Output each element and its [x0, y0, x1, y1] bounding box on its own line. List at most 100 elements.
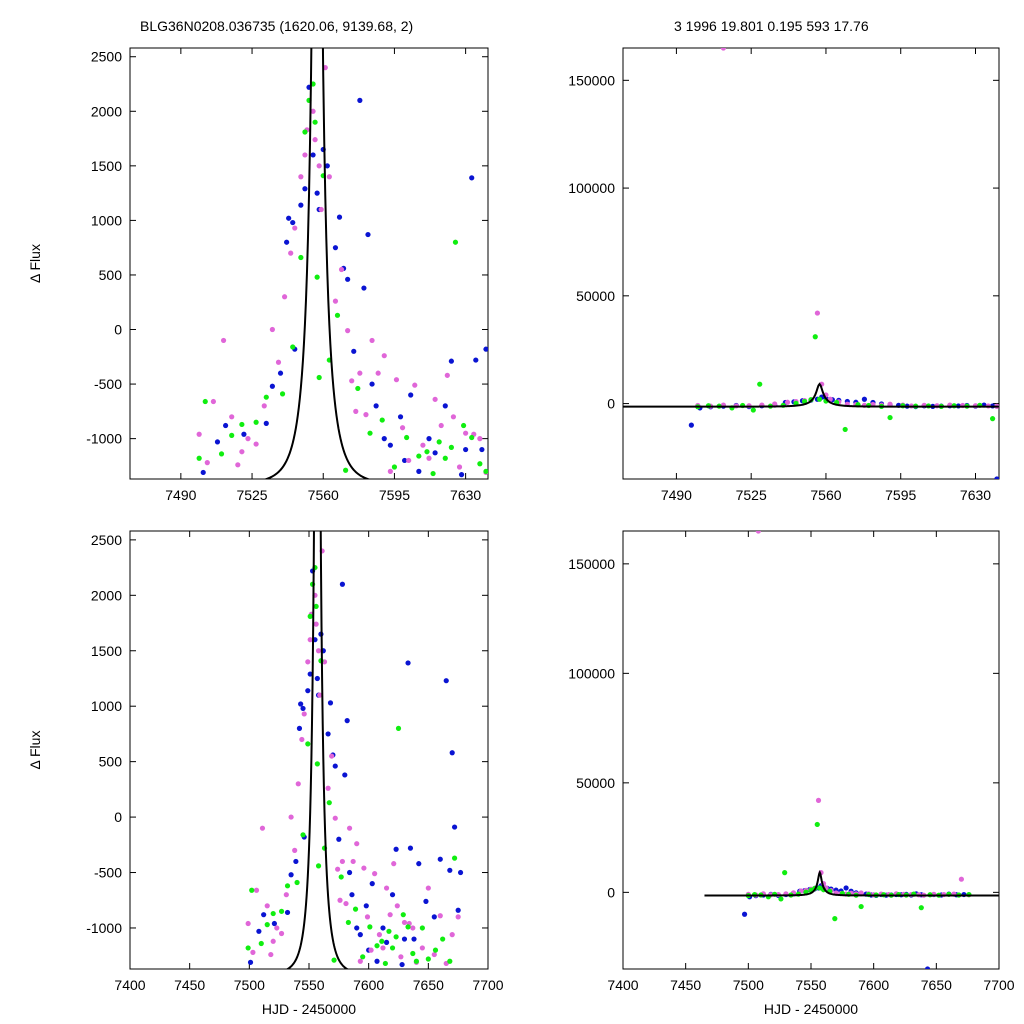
data-point-green: [316, 374, 322, 381]
data-point-blue: [327, 700, 334, 706]
data-point-blue: [261, 912, 267, 918]
data-point-magenta: [345, 328, 351, 334]
data-point-green: [451, 855, 458, 861]
data-point-blue: [345, 276, 351, 282]
data-point-green: [263, 394, 269, 400]
chart-top-left-xtick-label: 7630: [450, 487, 481, 503]
data-point-green: [778, 896, 784, 902]
data-point-magenta: [288, 250, 294, 256]
data-point-green: [331, 957, 337, 963]
data-point-green: [460, 422, 467, 429]
data-point-green: [326, 800, 332, 806]
data-point-blue: [277, 370, 284, 376]
chart-top-right-xtick-label: 7525: [736, 487, 767, 503]
data-point-green: [400, 912, 406, 918]
data-point-magenta: [349, 378, 355, 384]
data-point-blue: [332, 763, 338, 769]
data-point-green: [284, 883, 291, 889]
data-point-magenta: [380, 945, 386, 951]
data-point-green: [425, 956, 431, 962]
data-point-magenta: [318, 206, 324, 213]
data-point-green: [989, 416, 996, 422]
data-point-green: [430, 470, 436, 477]
chart-bottom-right-ytick-label: 150000: [568, 556, 615, 572]
data-point-green: [801, 398, 808, 405]
chart-bottom-right-xtick-label: 7400: [607, 977, 638, 993]
data-point-blue: [223, 422, 229, 429]
data-point-blue: [269, 383, 275, 389]
data-point-magenta: [361, 865, 367, 871]
data-point-blue: [457, 869, 464, 876]
data-point-green: [812, 334, 818, 340]
data-point-blue: [302, 186, 308, 192]
data-point-magenta: [858, 890, 864, 896]
chart-bottom-right-ytick-label: 50000: [576, 775, 615, 791]
data-point-blue: [263, 420, 269, 426]
data-point-magenta: [419, 945, 425, 951]
data-point-green: [245, 945, 251, 951]
data-point-green: [345, 919, 351, 926]
data-point-blue: [351, 348, 357, 354]
data-point-magenta: [755, 531, 761, 534]
data-point-magenta: [339, 858, 346, 865]
data-point-blue: [402, 457, 408, 464]
data-point-magenta: [210, 398, 216, 405]
data-point-green: [300, 832, 306, 838]
data-point-magenta: [220, 337, 227, 344]
data-point-blue: [473, 357, 479, 363]
data-point-green: [395, 725, 402, 731]
data-point-blue: [346, 869, 353, 876]
data-point-green: [404, 434, 410, 441]
chart-top-left-ytick-label: 500: [99, 267, 123, 283]
data-point-magenta: [264, 903, 270, 909]
data-point-magenta: [444, 372, 450, 378]
chart-bottom-left-xtick-label: 7600: [353, 977, 384, 993]
data-point-blue: [437, 856, 443, 862]
data-point-blue: [298, 202, 304, 208]
chart-bottom-left: 7400 7450 7500 7550 7600 7650 7700 2500 2000 1500…: [27, 530, 504, 1017]
chart-bottom-left-ylabel: Δ Flux: [27, 731, 43, 770]
data-point-green: [307, 613, 313, 619]
data-point-blue: [451, 824, 458, 830]
data-point-blue: [383, 939, 390, 945]
chart-top-left-xtick-label: 7525: [236, 487, 267, 503]
data-point-magenta: [815, 797, 822, 803]
chart-bottom-left-xtick-label: 7650: [413, 977, 444, 993]
data-point-blue: [741, 911, 748, 917]
chart-top-left-frame: [129, 47, 489, 480]
chart-top-right-frame: [622, 47, 1000, 480]
data-point-magenta: [259, 825, 266, 831]
data-point-green: [343, 467, 349, 473]
data-point-green: [448, 444, 454, 450]
data-point-green: [218, 451, 225, 457]
data-point-green: [367, 430, 373, 436]
chart-top-right-xtick-label: 7595: [885, 487, 916, 503]
chart-bottom-left-points: [245, 548, 464, 968]
data-point-green: [313, 603, 319, 610]
chart-top-left-ytick-label: 1500: [91, 158, 122, 174]
chart-top-right-xtick-label: 7560: [810, 487, 841, 503]
data-point-magenta: [383, 885, 390, 891]
data-point-green: [410, 950, 416, 957]
data-point-blue: [241, 431, 247, 437]
data-point-magenta: [363, 412, 369, 418]
data-point-magenta: [364, 914, 371, 920]
data-point-magenta: [298, 174, 304, 180]
data-point-magenta: [281, 294, 288, 300]
data-point-green: [249, 887, 255, 893]
data-point-blue: [342, 772, 348, 778]
data-point-green: [374, 943, 380, 949]
chart-bottom-left-xtick-label: 7500: [234, 977, 265, 993]
data-point-magenta: [310, 108, 316, 114]
data-point-magenta: [332, 298, 339, 304]
data-point-magenta: [346, 825, 353, 831]
data-point-green: [314, 761, 320, 767]
chart-bottom-right: 7400 7450 7500 7550 7600 7650 7700 150000 100000…: [568, 530, 1015, 1017]
data-point-green: [814, 821, 820, 828]
chart-bottom-right-xtick-label: 7600: [858, 977, 889, 993]
data-point-magenta: [196, 431, 202, 437]
data-point-green: [315, 863, 322, 869]
data-point-green: [305, 741, 311, 747]
data-point-blue: [365, 231, 371, 238]
data-point-green: [393, 934, 399, 940]
